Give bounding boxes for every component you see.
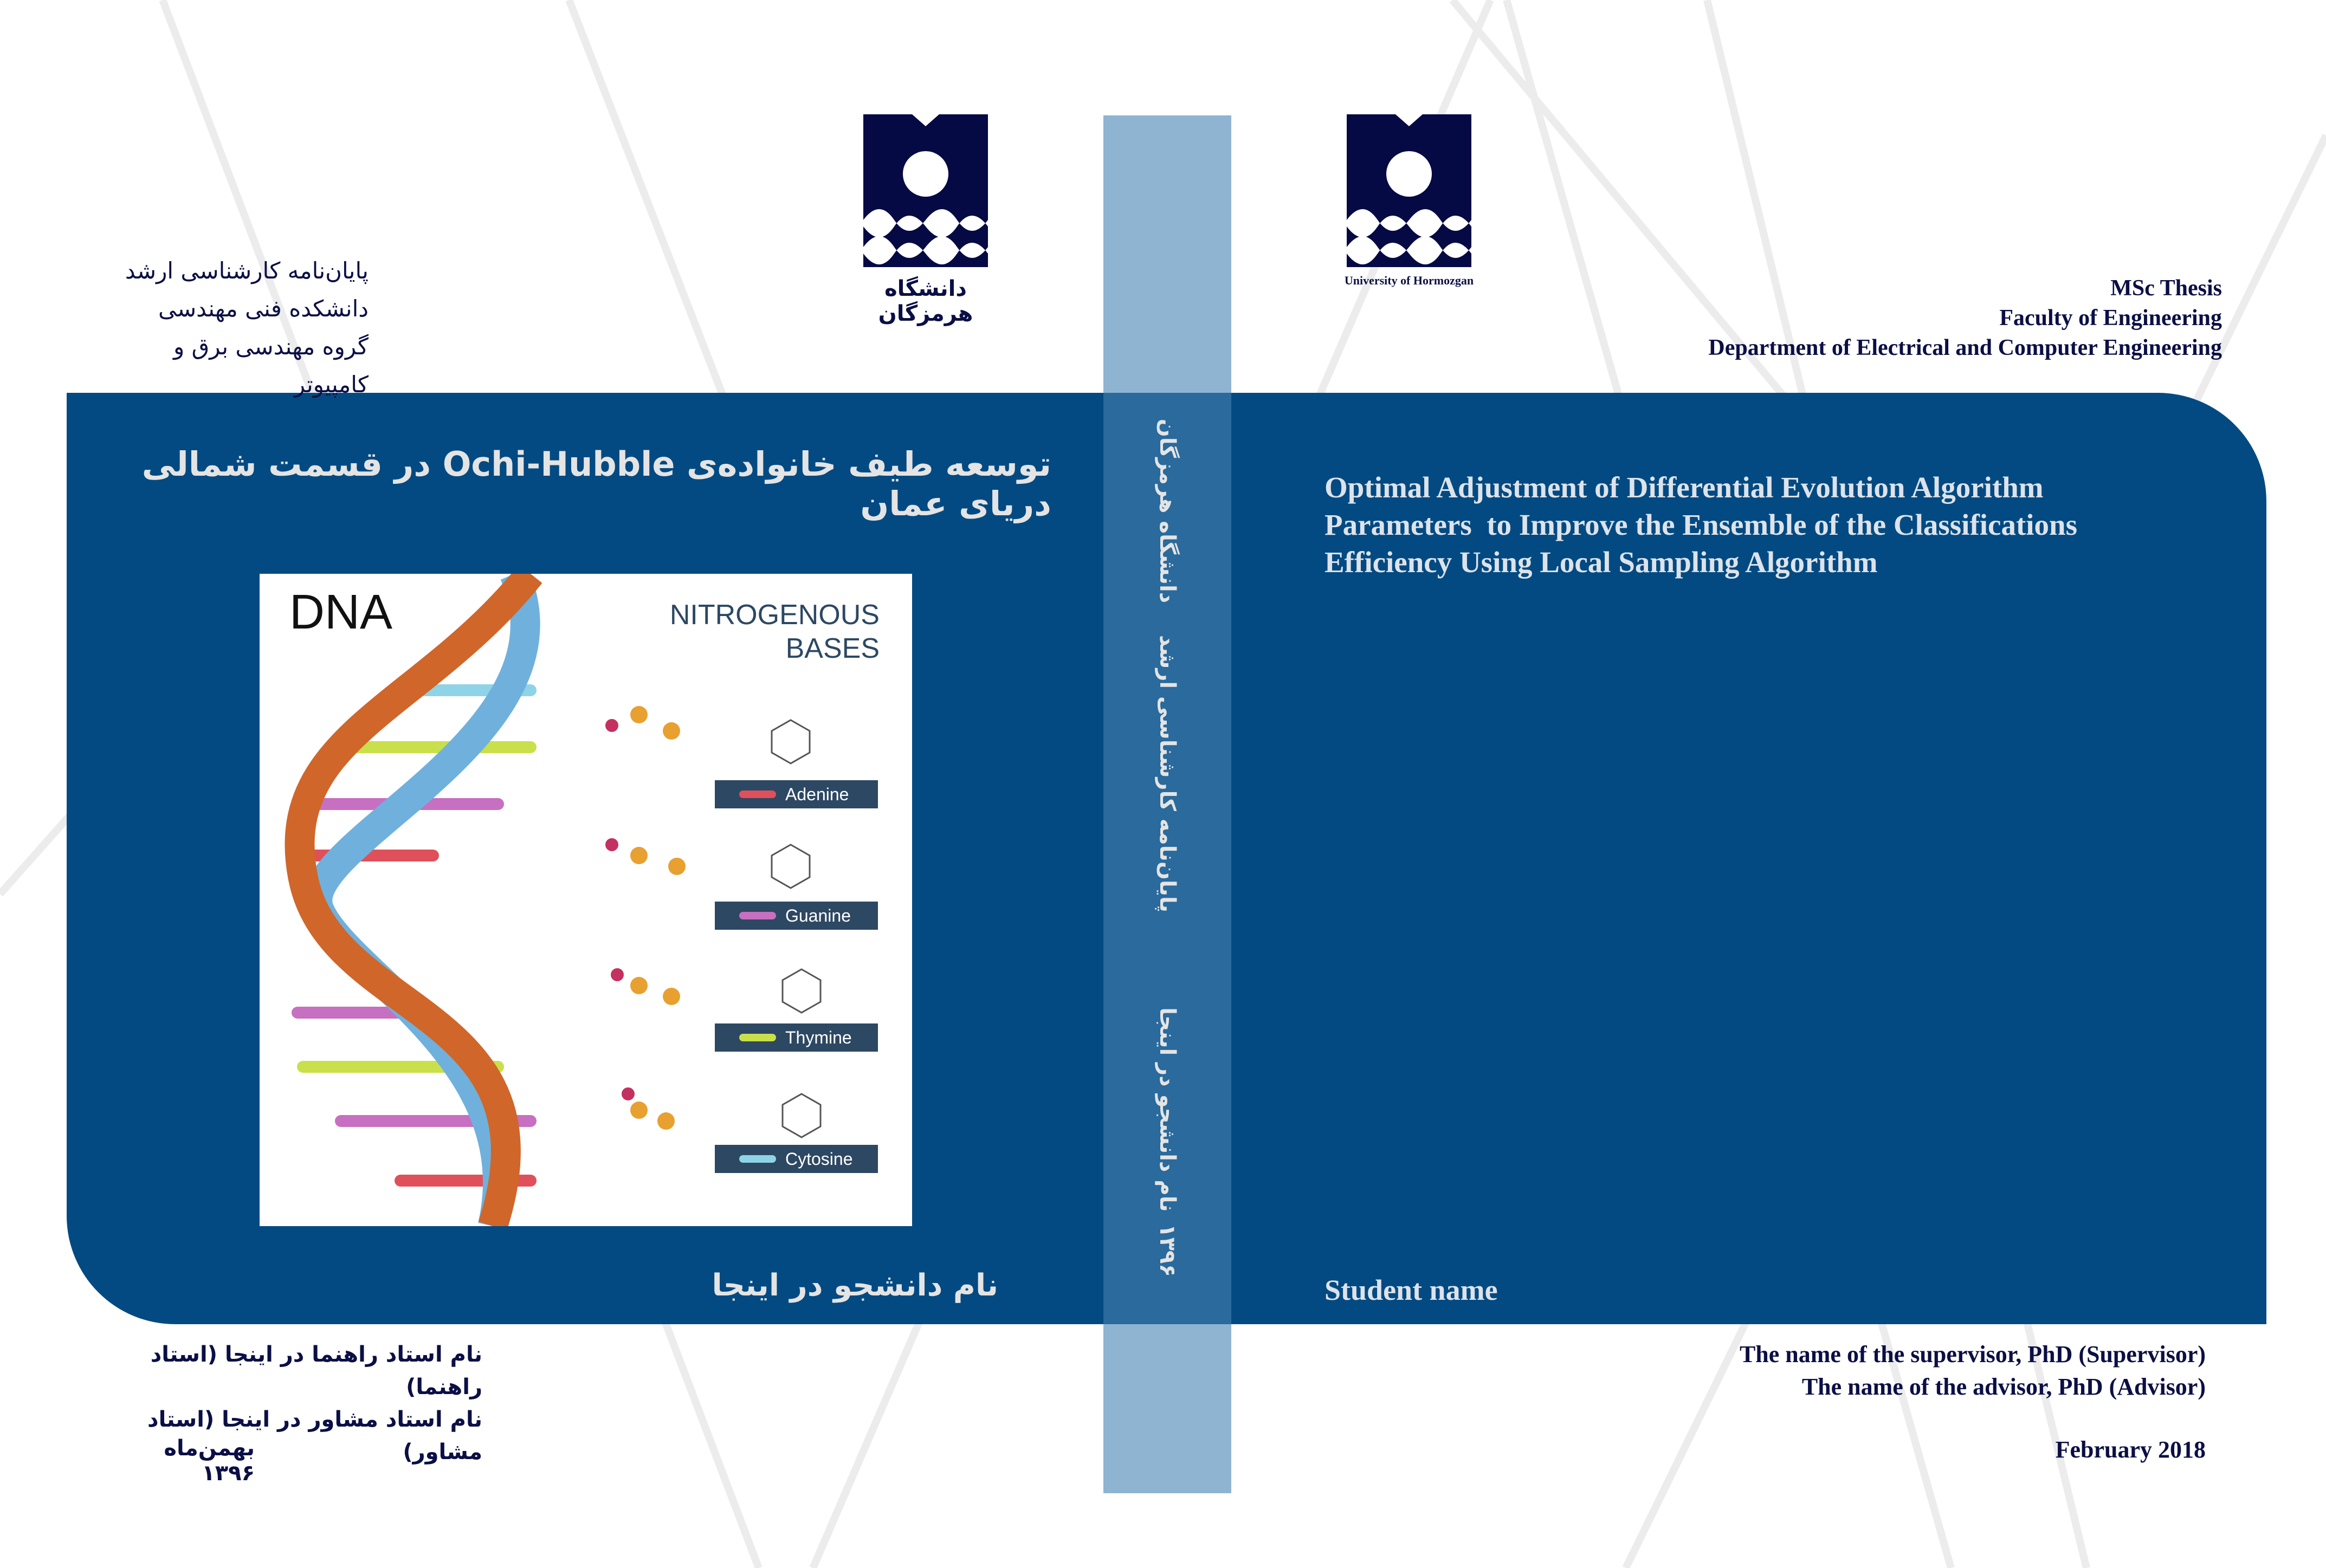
header-line: Faculty of Engineering [1999,306,2222,331]
logo-caption-en: University of Hormozgan [1344,274,1474,287]
advisor-fa: نام استاد مشاور در اینجا (استاد مشاور) [147,1407,482,1465]
base-label-guanine: Guanine [715,902,878,930]
university-logo-right [1347,114,1471,267]
dna-illustration: DNA NITROGENOUS BASES Adenine Guanine Th… [260,574,912,1226]
student-name-en: Student name [1324,1274,1498,1306]
base-label-cytosine: Cytosine [715,1145,878,1173]
date-en: February 2018 [2055,1436,2206,1463]
left-header: پایان‌نامه کارشناسی ارشد دانشکده فنی مهن… [92,252,369,404]
dna-helix [285,574,822,1226]
spine-student: نام دانشجو در اینجا [1155,1007,1180,1212]
title-line: Parameters to Improve the Ensemble of th… [1324,508,2078,541]
base-label-thymine: Thymine [715,1023,878,1052]
advisors-en: The name of the supervisor, PhD (Supervi… [1740,1338,2206,1403]
supervisor-fa: نام استاد راهنما در اینجا (استاد راهنما) [150,1342,482,1399]
header-line: دانشکده فنی مهندسی [158,295,369,322]
header-line: پایان‌نامه کارشناسی ارشد [125,257,369,284]
header-line: MSc Thesis [2110,276,2222,301]
base-name: Thymine [785,1028,852,1047]
base-name: Cytosine [785,1149,853,1169]
base-name: Adenine [785,785,849,804]
spine-degree: پایان‌نامه کارشناسی ارشد [1155,634,1180,913]
thesis-title-fa: توسعه طیف خانواده‌ی Ochi-Hubble در قسمت … [141,444,1051,523]
logo-caption-fa: دانشگاه هرمزگان [878,276,973,326]
spine-inner [1103,393,1231,1324]
thesis-title-en: Optimal Adjustment of Differential Evolu… [1324,469,2077,581]
bases-heading-line: NITROGENOUS [669,599,880,631]
advisors-fa: نام استاد راهنما در اینجا (استاد راهنما)… [108,1338,482,1468]
dna-title: DNA [289,585,393,639]
header-line: Department of Electrical and Computer En… [1708,335,2222,360]
supervisor-en: The name of the supervisor, PhD (Supervi… [1739,1341,2206,1368]
spine-university: دانشگاه هرمزگان [1155,418,1180,604]
title-line: Optimal Adjustment of Differential Evolu… [1324,471,2044,504]
spine-year: ۱۳۹۶ [1155,1224,1180,1277]
bases-heading: NITROGENOUS BASES [670,598,880,665]
base-label-adenine: Adenine [715,780,878,808]
right-header: MSc Thesis Faculty of Engineering Depart… [1708,274,2222,363]
title-line: Efficiency Using Local Sampling Algorith… [1324,546,1878,579]
student-name-fa: نام دانشجو در اینجا [712,1268,998,1303]
date-fa: بهمن‌ماه ۱۳۹۶ [164,1436,255,1486]
bases-heading-line: BASES [785,633,880,664]
header-line: گروه مهندسی برق و کامپیوتر [173,333,369,398]
advisor-en: The name of the advisor, PhD (Advisor) [1801,1373,2206,1400]
university-logo [863,114,988,267]
base-name: Guanine [785,906,851,925]
